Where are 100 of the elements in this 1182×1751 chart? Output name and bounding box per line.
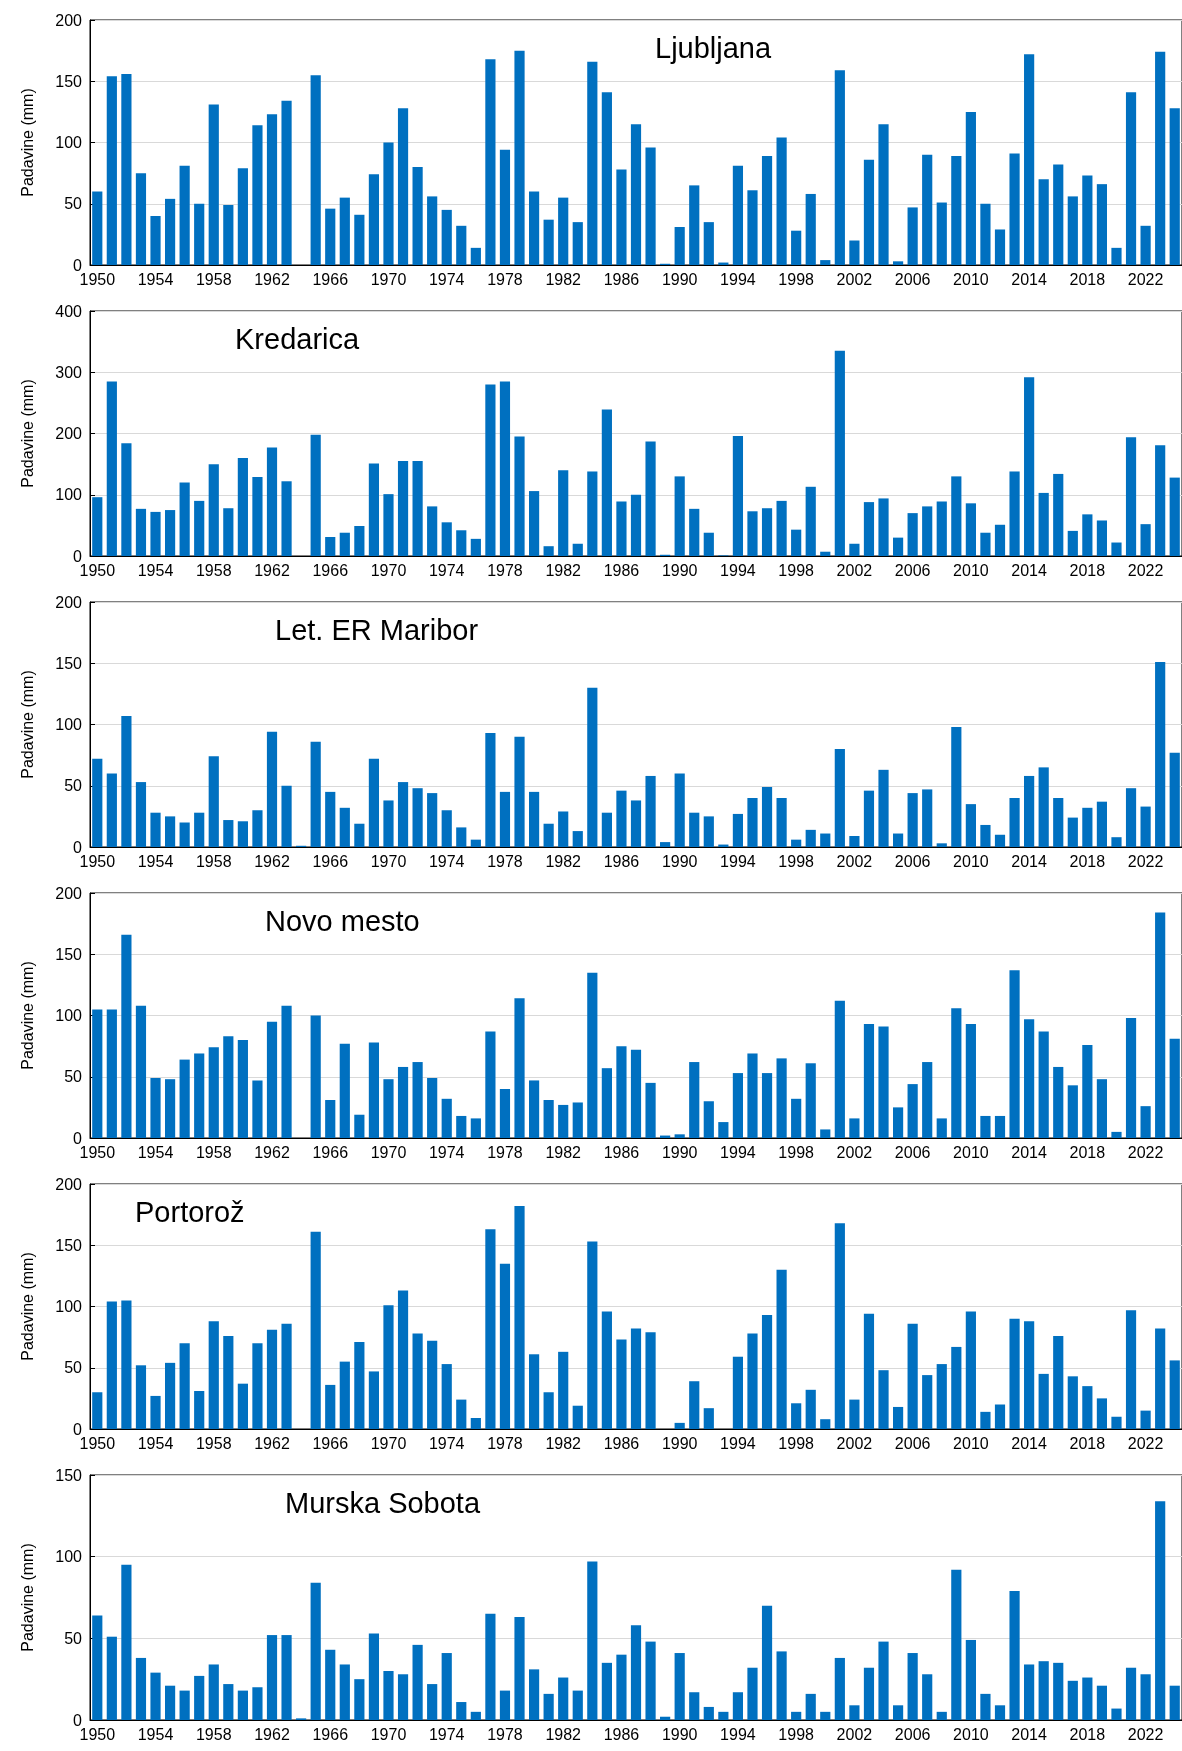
bar	[528, 791, 540, 847]
bar	[310, 1582, 321, 1720]
bar	[1125, 1667, 1137, 1720]
x-tick-label: 1990	[661, 852, 698, 870]
x-tick-label: 2022	[1127, 1143, 1164, 1161]
bar	[849, 835, 860, 847]
bar	[1024, 54, 1035, 265]
bar	[630, 800, 642, 847]
bar	[820, 1129, 831, 1138]
bar	[368, 1371, 380, 1429]
bar	[397, 461, 409, 556]
bar	[456, 530, 467, 556]
bar	[747, 1053, 758, 1138]
bar	[164, 1362, 176, 1429]
bar	[703, 1706, 714, 1720]
y-tick-label: 150	[55, 945, 83, 963]
bar	[397, 108, 409, 265]
bar	[354, 1114, 365, 1138]
x-tick-label: 1990	[661, 561, 698, 579]
bar	[223, 204, 234, 265]
x-tick-label: 1998	[778, 270, 815, 288]
bar	[703, 1101, 714, 1138]
bar	[223, 508, 234, 556]
bar	[281, 1323, 292, 1429]
bar	[863, 1667, 875, 1720]
bar	[689, 1381, 700, 1429]
bar	[485, 733, 496, 847]
bar	[834, 1000, 845, 1138]
bar	[892, 537, 904, 556]
x-tick-label: 1962	[254, 1725, 290, 1743]
bar	[1169, 1038, 1180, 1138]
bar	[499, 1690, 511, 1720]
x-tick-label: 1970	[370, 1434, 407, 1452]
bar	[543, 219, 554, 265]
bar	[616, 169, 627, 265]
bar	[630, 494, 642, 556]
bar	[412, 167, 423, 265]
x-tick-label: 1966	[312, 1725, 349, 1743]
bar	[820, 260, 831, 265]
x-tick-label: 2002	[836, 1725, 873, 1743]
bar	[587, 61, 598, 265]
bar	[383, 800, 394, 847]
bar	[1096, 1079, 1108, 1138]
bar	[1009, 1590, 1020, 1720]
bar	[907, 1323, 918, 1429]
bar	[368, 463, 380, 556]
bar	[310, 434, 321, 556]
x-tick-label: 2002	[836, 561, 873, 579]
bar	[674, 227, 685, 265]
bar	[980, 1693, 991, 1720]
bar	[1096, 801, 1108, 847]
x-tick-label: 1990	[661, 1143, 698, 1161]
bar	[325, 537, 336, 556]
y-axis-title: Padavine (mm)	[18, 670, 36, 779]
x-tick-label: 1994	[720, 1143, 756, 1161]
bar	[965, 1024, 976, 1138]
bar	[427, 1340, 438, 1429]
bar	[412, 461, 423, 556]
bar	[135, 1365, 147, 1429]
bar	[805, 1389, 816, 1429]
bar	[587, 471, 598, 556]
bar	[164, 510, 176, 556]
bar	[1169, 752, 1180, 847]
bar	[281, 1005, 292, 1138]
bar	[164, 816, 176, 847]
bar	[616, 790, 627, 847]
bar	[325, 1649, 336, 1720]
x-tick-label: 1966	[312, 1143, 349, 1161]
bar	[572, 831, 583, 847]
bar	[601, 1662, 612, 1720]
bar	[1009, 153, 1020, 265]
bar	[339, 807, 350, 847]
bar	[1082, 1386, 1093, 1429]
bar	[761, 1073, 773, 1138]
bar	[150, 1672, 161, 1720]
bar	[528, 491, 540, 556]
bar	[732, 813, 744, 847]
bar	[980, 1411, 991, 1429]
y-axis-title: Padavine (mm)	[18, 961, 36, 1070]
x-tick-label: 1990	[661, 1434, 698, 1452]
bar	[368, 758, 380, 847]
bar	[791, 529, 802, 556]
bar	[194, 1053, 205, 1138]
bar	[164, 1079, 176, 1138]
bar	[383, 494, 394, 556]
bar	[922, 1062, 933, 1138]
x-tick-label: 1954	[137, 852, 174, 870]
bar	[1053, 473, 1064, 556]
x-tick-label: 2014	[1011, 561, 1048, 579]
x-tick-label: 2022	[1127, 1725, 1164, 1743]
bar	[878, 769, 889, 847]
bar	[907, 207, 918, 265]
bar	[558, 197, 569, 265]
bar	[1155, 912, 1166, 1138]
bar	[499, 1263, 511, 1429]
bar	[951, 1008, 962, 1138]
bar	[106, 1636, 117, 1720]
bar	[878, 1026, 889, 1138]
bar	[936, 1364, 947, 1429]
bar	[92, 497, 103, 556]
